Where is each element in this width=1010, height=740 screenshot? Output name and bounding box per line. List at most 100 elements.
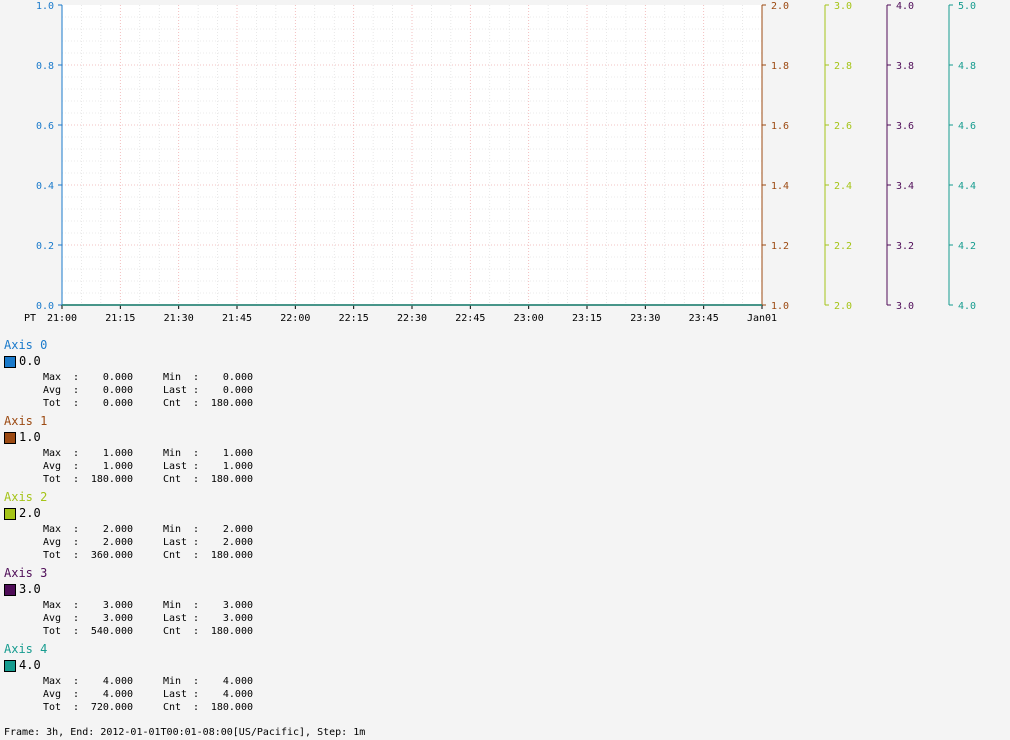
stat-label: Tot xyxy=(43,398,62,409)
stat-label: Avg xyxy=(43,461,62,472)
stat-value: 180.000 xyxy=(210,474,253,485)
stat-value: 720.000 xyxy=(90,702,133,713)
stat-value: 2.000 xyxy=(102,524,133,535)
stat-colon: : xyxy=(73,600,80,611)
chart: 0.0 0.2 0.4 0.6 0.8 1.0 1.0 1.2 1.4 1.6 1.8 2.0 2.0 2… xyxy=(24,1,976,324)
stat-label: Max xyxy=(43,524,62,535)
stat-min: Min: 0.000 xyxy=(163,371,253,384)
y-axis-2-tick-label: 2.4 xyxy=(834,181,852,192)
stat-label: Last xyxy=(163,613,188,624)
legend-axis-title: Axis 3 xyxy=(4,566,48,580)
stat-value: 180.000 xyxy=(210,626,253,637)
stat-label: Cnt xyxy=(163,626,182,637)
stat-max: Max: 2.000 xyxy=(43,523,133,536)
stat-colon: : xyxy=(73,550,80,561)
stat-value: 0.000 xyxy=(222,385,253,396)
stat-label: Min xyxy=(163,372,182,383)
stat-label: Cnt xyxy=(163,398,182,409)
stat-colon: : xyxy=(73,689,80,700)
x-axis-tick-label: 21:15 xyxy=(105,313,135,324)
y-axis-0-tick-label: 0.8 xyxy=(36,61,54,72)
stat-value: 4.000 xyxy=(102,689,133,700)
y-axis-0-tick-label: 0.2 xyxy=(36,241,54,252)
stat-label: Last xyxy=(163,689,188,700)
stat-label: Min xyxy=(163,524,182,535)
x-axis-tick-label: 21:30 xyxy=(164,313,194,324)
stat-avg: Avg: 4.000 xyxy=(43,688,133,701)
x-axis-tick-label: 23:00 xyxy=(514,313,544,324)
stat-value: 2.000 xyxy=(222,537,253,548)
stat-value: 180.000 xyxy=(90,474,133,485)
stat-last: Last: 2.000 xyxy=(163,536,253,549)
stat-value: 3.000 xyxy=(222,613,253,624)
stat-colon: : xyxy=(193,461,200,472)
stat-label: Last xyxy=(163,461,188,472)
stat-value: 3.000 xyxy=(102,613,133,624)
legend-swatch xyxy=(4,584,16,596)
stat-label: Max xyxy=(43,600,62,611)
stat-cnt: Cnt:180.000 xyxy=(163,549,253,562)
y-axis-3-tick-label: 3.2 xyxy=(896,241,914,252)
stat-colon: : xyxy=(73,676,80,687)
stat-value: 1.000 xyxy=(222,448,253,459)
legend-series-label: 4.0 xyxy=(19,658,41,672)
stat-colon: : xyxy=(73,461,80,472)
y-axis-3-tick-label: 3.8 xyxy=(896,61,914,72)
stat-colon: : xyxy=(73,372,80,383)
stat-value: 2.000 xyxy=(222,524,253,535)
stat-min: Min: 4.000 xyxy=(163,675,253,688)
stat-colon: : xyxy=(193,448,200,459)
stat-avg: Avg: 2.000 xyxy=(43,536,133,549)
stat-label: Tot xyxy=(43,702,62,713)
stat-value: 4.000 xyxy=(222,676,253,687)
stat-colon: : xyxy=(193,385,200,396)
stat-colon: : xyxy=(73,448,80,459)
y-axis-2-tick-label: 2.6 xyxy=(834,121,852,132)
stat-colon: : xyxy=(73,613,80,624)
stat-label: Avg xyxy=(43,689,62,700)
stat-cnt: Cnt:180.000 xyxy=(163,701,253,714)
stat-last: Last: 3.000 xyxy=(163,612,253,625)
stat-label: Max xyxy=(43,372,62,383)
stat-colon: : xyxy=(193,702,200,713)
stat-colon: : xyxy=(193,626,200,637)
y-axis-3-tick-label: 3.0 xyxy=(896,301,914,312)
stat-colon: : xyxy=(193,372,200,383)
stat-label: Min xyxy=(163,676,182,687)
stat-colon: : xyxy=(193,613,200,624)
legend-swatch xyxy=(4,660,16,672)
y-axis-0-tick-label: 0.4 xyxy=(36,181,54,192)
x-axis-tick-label: 21:00 xyxy=(47,313,77,324)
stat-max: Max: 3.000 xyxy=(43,599,133,612)
stat-colon: : xyxy=(193,600,200,611)
y-axis-3-tick-label: 3.4 xyxy=(896,181,914,192)
x-axis-timezone-label: PT xyxy=(24,313,36,324)
stat-max: Max: 0.000 xyxy=(43,371,133,384)
stat-cnt: Cnt:180.000 xyxy=(163,397,253,410)
x-axis-tick-label: 22:00 xyxy=(280,313,310,324)
stat-tot: Tot:180.000 xyxy=(43,473,133,486)
stat-label: Min xyxy=(163,600,182,611)
stat-colon: : xyxy=(73,702,80,713)
stat-avg: Avg: 0.000 xyxy=(43,384,133,397)
x-axis-tick-label: 22:15 xyxy=(339,313,369,324)
legend-axis-title: Axis 4 xyxy=(4,642,48,656)
stat-value: 0.000 xyxy=(102,398,133,409)
stat-label: Avg xyxy=(43,537,62,548)
legend-series-label: 2.0 xyxy=(19,506,41,520)
stat-min: Min: 3.000 xyxy=(163,599,253,612)
y-axis-2-tick-label: 2.2 xyxy=(834,241,852,252)
stat-label: Last xyxy=(163,537,188,548)
legend-swatch xyxy=(4,356,16,368)
stat-tot: Tot:540.000 xyxy=(43,625,133,638)
y-axis-4-tick-label: 4.4 xyxy=(958,181,976,192)
stat-value: 3.000 xyxy=(222,600,253,611)
y-axis-4-tick-label: 5.0 xyxy=(958,1,976,12)
stat-value: 1.000 xyxy=(102,448,133,459)
x-axis-tick-label: 23:30 xyxy=(630,313,660,324)
stat-label: Max xyxy=(43,448,62,459)
stat-label: Max xyxy=(43,676,62,687)
stat-last: Last: 1.000 xyxy=(163,460,253,473)
legend-series-label: 3.0 xyxy=(19,582,41,596)
legend-axis-title: Axis 1 xyxy=(4,414,48,428)
